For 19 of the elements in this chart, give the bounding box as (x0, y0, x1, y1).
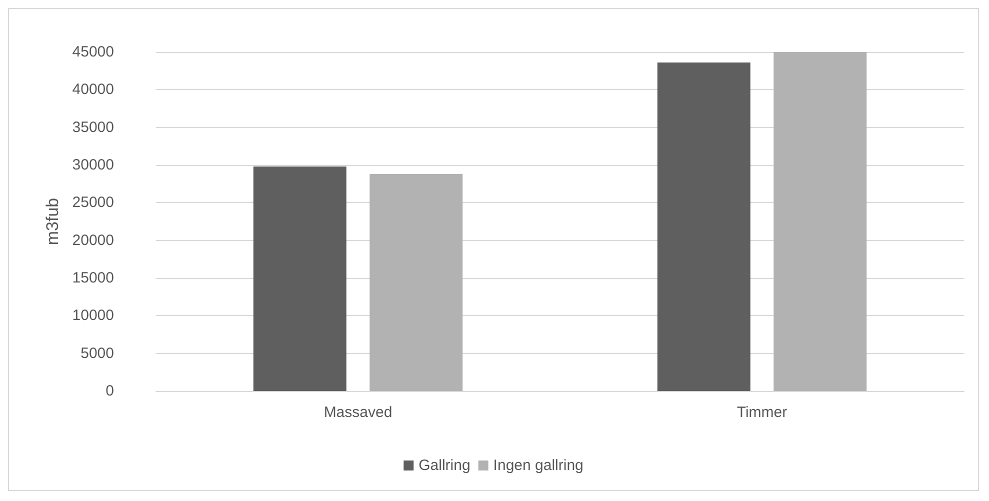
legend-label: Ingen gallring (493, 457, 584, 474)
y-tick-label: 15000 (72, 270, 114, 286)
y-tick-label: 10000 (72, 307, 114, 324)
x-tick-label: Massaved (324, 404, 392, 421)
y-tick-label: 35000 (72, 118, 114, 136)
y-tick-label: 0 (106, 382, 114, 400)
y-tick-label: 45000 (72, 44, 114, 60)
y-tick-label: 5000 (80, 344, 114, 362)
y-tick-label: 40000 (72, 81, 114, 98)
y-axis-title: m3fub (43, 198, 62, 246)
bar (774, 52, 867, 391)
x-tick-label: Timmer (736, 404, 788, 421)
legend-label: Gallring (418, 457, 470, 474)
y-tick-label: 30000 (72, 156, 114, 174)
y-tick-label: 20000 (72, 232, 114, 249)
bar (657, 62, 750, 391)
bar (253, 166, 346, 391)
bar (370, 174, 463, 391)
y-tick-label: 25000 (72, 194, 114, 212)
